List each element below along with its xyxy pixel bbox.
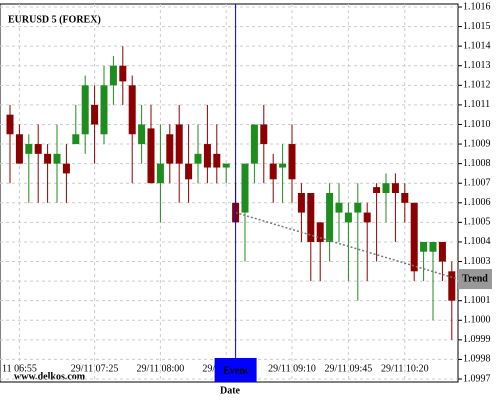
x-tick-label: 29/11 07:25	[71, 363, 119, 374]
candle-body	[91, 104, 99, 125]
watermark: www.delkos.com	[14, 371, 86, 382]
y-tick-label: 1.1003	[463, 256, 491, 267]
y-tick-label: 1.1006	[463, 197, 491, 208]
candle-body	[288, 144, 296, 180]
candle-body	[15, 134, 23, 164]
candle-body	[354, 202, 362, 213]
candle-body	[34, 144, 42, 154]
candle-body	[128, 85, 136, 135]
x-axis-label: Date	[220, 385, 241, 396]
y-tick-label: 1.1011	[463, 99, 490, 110]
y-tick-label: 1.1008	[463, 158, 491, 169]
candle-body	[391, 183, 399, 193]
candle-body	[62, 163, 70, 174]
x-tick-label: 29/11 09:10	[268, 363, 316, 374]
candle-body	[138, 124, 146, 145]
candle-body	[44, 153, 52, 164]
y-tick-label: 1.1012	[463, 80, 491, 91]
y-tick-label: 1.1000	[463, 315, 491, 326]
candle-body	[109, 65, 117, 86]
candle-body	[194, 153, 202, 164]
candle-body	[25, 144, 33, 154]
y-tick-label: 1.1007	[463, 178, 491, 189]
event-label: Event	[223, 365, 249, 376]
y-tick-label: 1.1016	[463, 1, 491, 12]
candle-body	[260, 124, 268, 145]
candle-body	[147, 128, 155, 184]
y-tick-label: 1.0997	[463, 373, 491, 384]
trend-label: Trend	[462, 273, 488, 284]
y-tick-label: 1.1013	[463, 60, 491, 71]
candle-body	[53, 153, 61, 164]
x-tick-label: 29/11 08:00	[137, 363, 185, 374]
y-tick-label: 1.1014	[463, 40, 491, 51]
candle-body	[410, 202, 418, 272]
y-tick-label: 1.1001	[463, 295, 491, 306]
y-tick-label: 1.1015	[463, 21, 491, 32]
y-tick-label: 1.1010	[463, 119, 491, 130]
candle-body	[269, 163, 277, 180]
plot-frame	[0, 3, 459, 383]
candle-body	[326, 193, 334, 242]
x-tick-label: 29/11 09:45	[325, 363, 373, 374]
candle-body	[6, 114, 14, 135]
candle-body	[363, 212, 371, 223]
y-tick-label: 1.1004	[463, 236, 491, 247]
candle-body	[166, 134, 174, 164]
candle-body	[241, 163, 249, 213]
candle-body	[438, 241, 446, 262]
candle-body	[316, 222, 324, 242]
event-label-bg	[214, 358, 257, 382]
y-tick-label: 1.1005	[463, 217, 491, 228]
x-tick-label: 11 06:55	[2, 363, 37, 374]
candle-body	[203, 144, 211, 168]
trend-line	[235, 211, 459, 280]
candle-body	[185, 163, 193, 180]
candle-body	[307, 193, 315, 242]
candle-body	[279, 163, 287, 168]
candle-body	[297, 193, 305, 213]
candle-body	[448, 271, 456, 301]
x-tick-label: 29/11 10:20	[381, 363, 429, 374]
candle-body	[175, 124, 183, 164]
candle-body	[119, 65, 127, 82]
y-tick-label: 1.1009	[463, 138, 491, 149]
candle-body	[72, 134, 80, 145]
candle-body	[81, 85, 89, 135]
candle-body	[222, 163, 230, 168]
candle-body	[100, 85, 108, 135]
candle-body	[382, 183, 390, 193]
candle-body	[429, 241, 437, 252]
candle-body	[156, 163, 164, 184]
candle-body	[344, 212, 352, 223]
y-tick-label: 1.0998	[463, 354, 491, 365]
trend-label-bg	[458, 269, 492, 290]
candle-body	[213, 153, 221, 168]
chart-title: EURUSD 5 (FOREX)	[8, 14, 101, 25]
candle-body	[420, 241, 428, 252]
y-tick-label: 1.0999	[463, 334, 491, 345]
candle-body	[335, 202, 343, 213]
candle-body	[401, 193, 409, 203]
candle-body	[250, 124, 258, 164]
candle-body	[373, 187, 381, 193]
